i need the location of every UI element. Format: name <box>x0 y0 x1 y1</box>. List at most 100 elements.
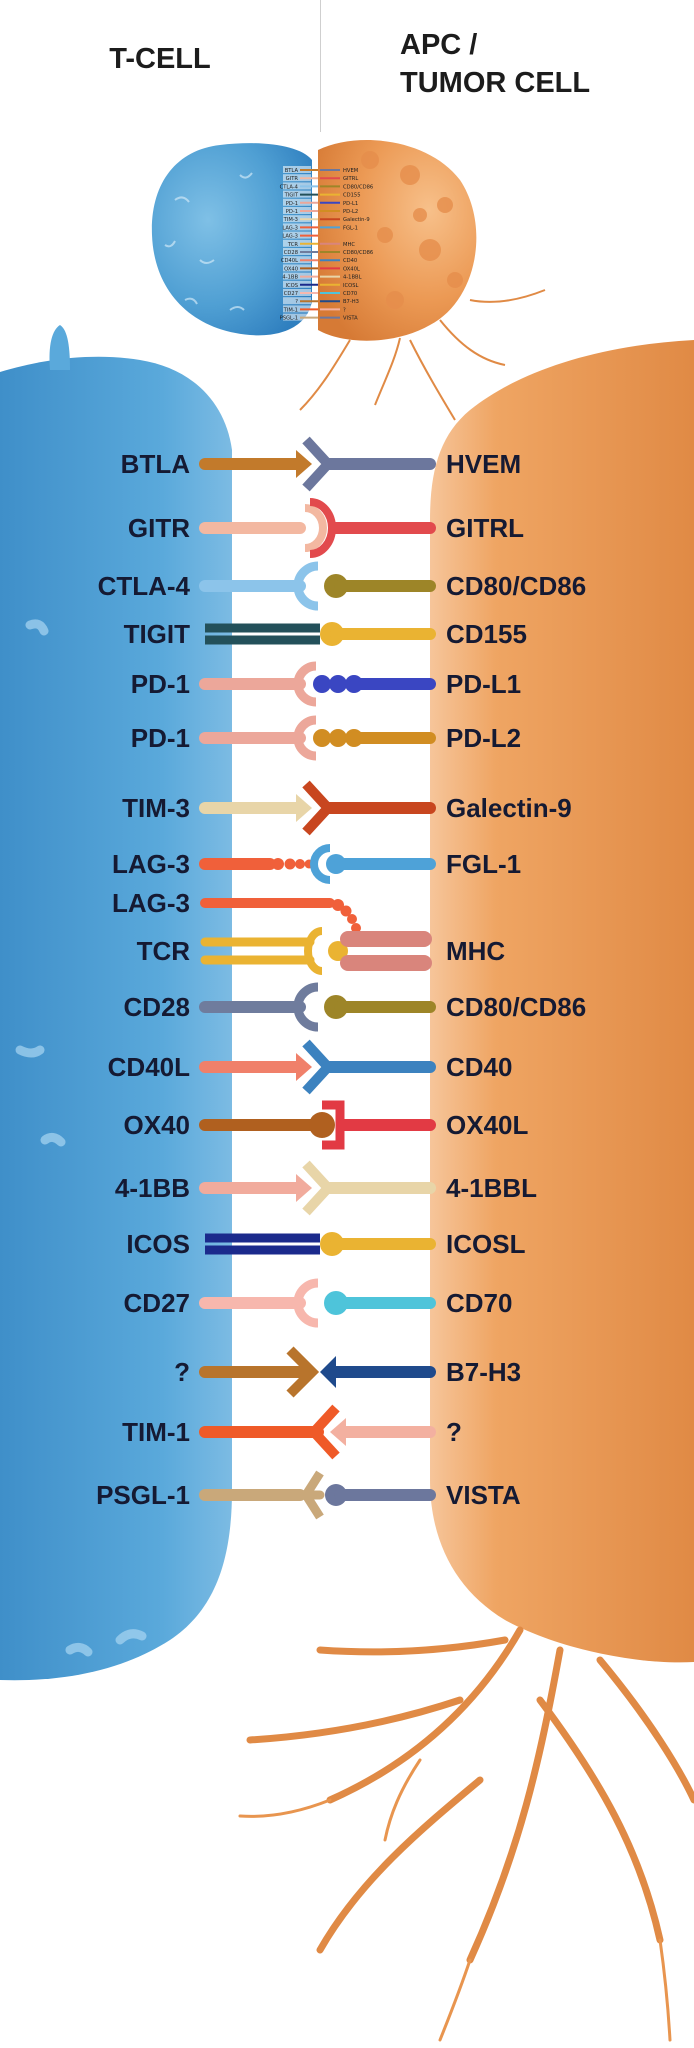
tcell-molecule-label: TIM-3 <box>122 793 190 823</box>
mini-label-bg <box>283 215 311 223</box>
tcell-molecule-label: GITR <box>128 513 190 543</box>
tcell-molecule-label: PSGL-1 <box>96 1480 190 1510</box>
pair-row: ? B7-H3 <box>174 1346 521 1398</box>
mini-tcell-label: TIM-3 <box>283 217 298 223</box>
mini-label-bg <box>283 272 311 280</box>
mini-label-bg <box>283 313 311 321</box>
tcell-molecule-label: ? <box>174 1357 190 1387</box>
mini-label-bg <box>283 198 311 206</box>
mini-pair-row: PSGL-1 VISTA <box>280 313 358 322</box>
apc-molecule-label: VISTA <box>446 1480 521 1510</box>
pair-row: TCR MHC <box>137 927 505 975</box>
mini-pair-row: CTLA-4 CD80/CD86 <box>280 182 373 190</box>
apc-molecule-label: CD80/CD86 <box>446 992 586 1022</box>
mini-tcell-label: PD-1 <box>286 201 298 207</box>
tcell-molecule-label: LAG-3 <box>112 849 190 879</box>
mini-tcell-label: CD40L <box>281 258 298 264</box>
mini-label-bg <box>283 231 311 239</box>
mini-label-bg <box>283 256 311 264</box>
tcell-molecule-label: BTLA <box>121 449 191 479</box>
tcell-protrusion <box>49 325 70 370</box>
mini-label-bg <box>283 207 311 214</box>
mini-pair-row: BTLA HVEM <box>283 166 358 174</box>
mini-label-bg <box>283 190 311 198</box>
mini-pair-row: LAG-3 <box>282 231 318 240</box>
pair-row: GITR GITRL <box>128 498 524 558</box>
tcell-header-text: T-CELL <box>109 43 211 75</box>
pair-row: TIM-1? <box>122 1404 462 1460</box>
bead <box>272 858 284 870</box>
mini-pair-row: PD-1 PD-L1 <box>283 198 358 207</box>
pair-row: PD-1 PD-L2 <box>131 715 521 761</box>
pair-row: OX40 OX40L <box>124 1100 528 1150</box>
mini-cell-illustration: BTLA HVEM GITR GITRL CTLA-4 CD80/CD86 TIGIT CD1… <box>151 140 546 421</box>
bead <box>351 923 361 933</box>
bead <box>313 675 331 693</box>
apc-molecule-label: ? <box>446 1417 462 1447</box>
tcell-molecule-label: CD40L <box>108 1052 190 1082</box>
pair-row: ICOS ICOSL <box>126 1229 525 1259</box>
mini-pair-row: 4-1BB 4-1BBL <box>282 272 362 281</box>
mini-label-bg <box>283 305 311 313</box>
mini-pair-row: CD27 CD70 <box>283 289 357 297</box>
mini-apc-label: ? <box>343 307 346 313</box>
pair-row: LAG-3 <box>112 888 361 933</box>
mini-label-bg <box>283 289 311 296</box>
mini-pair-row: ICOS ICOSL <box>283 280 359 289</box>
tcell-molecule-label: CD28 <box>124 992 190 1022</box>
mini-pair-row: GITR GITRL <box>283 174 358 182</box>
mini-pair-row: CD40L CD40 <box>281 256 357 264</box>
apc-molecule-label: 4-1BBL <box>446 1173 537 1203</box>
mhc-chain <box>340 955 432 971</box>
cup-head <box>310 844 331 884</box>
mini-tcell-label: PSGL-1 <box>280 316 298 322</box>
tcell-molecule-label: TIGIT <box>124 619 191 649</box>
bead <box>284 858 296 870</box>
mini-label-bg <box>283 280 311 288</box>
mini-tcell-label: TCR <box>287 242 298 248</box>
mini-apc <box>318 140 477 341</box>
mini-pair-row: TIM-3 Galectin-9 <box>283 215 370 223</box>
mini-apc-label: B7-H3 <box>343 299 359 305</box>
mini-apc-label: CD70 <box>343 291 357 297</box>
pair-row: BTLA HVEM <box>121 436 521 492</box>
mini-tcell-label: LAG-3 <box>282 234 298 240</box>
pair-row: TIM-3 Galectin-9 <box>122 780 572 836</box>
mini-tcell-label: PD-1 <box>286 209 298 215</box>
mini-tcell-label: TIM-1 <box>283 307 298 313</box>
mini-pair-row: TIM-1? <box>283 305 346 313</box>
bead <box>332 899 344 911</box>
mini-tcell-label: CD28 <box>284 250 298 256</box>
tcell-texture <box>15 619 147 1657</box>
mini-tcell-label: ? <box>295 299 298 305</box>
mini-tcell-label: TIGIT <box>284 193 299 199</box>
mini-apc-label: HVEM <box>343 168 358 174</box>
mini-pair-row: OX40 OX40L <box>283 264 360 272</box>
mini-label-bg <box>283 166 311 173</box>
apc-dendrites-thin <box>238 1758 672 2042</box>
mini-tcell-label: BTLA <box>285 168 299 174</box>
bead <box>340 905 352 917</box>
arrow-head <box>296 450 312 478</box>
mini-label-bg <box>283 297 311 305</box>
mini-label-bg <box>283 248 311 255</box>
mini-pair-row: CD28 CD80/CD86 <box>283 248 373 256</box>
pair-row: 4-1BB 4-1BBL <box>115 1160 537 1216</box>
apc-molecule-label: PD-L2 <box>446 723 521 753</box>
cup-head <box>293 715 317 761</box>
pair-row: CD40L CD40 <box>108 1039 512 1095</box>
ball-head <box>309 1112 335 1138</box>
mini-tcell-label: LAG-3 <box>282 225 298 231</box>
mini-apc-label: PD-L2 <box>343 209 358 215</box>
arrow-head <box>296 794 312 822</box>
ligand-receptor-pairs: BTLA HVEM GITR GITRL CTLA-4 CD80/CD86 TIGIT CD1… <box>96 436 586 1520</box>
apc-molecule-label: CD70 <box>446 1288 512 1318</box>
pair-row: CD28 CD80/CD86 <box>124 982 586 1032</box>
mini-label-bg <box>283 264 311 272</box>
tcell-header: T-CELL <box>60 40 260 78</box>
arrow-head <box>296 1053 312 1081</box>
arrow-head <box>320 1356 336 1388</box>
mini-label-bg <box>283 182 311 190</box>
tcell-molecule-label: LAG-3 <box>112 888 190 918</box>
